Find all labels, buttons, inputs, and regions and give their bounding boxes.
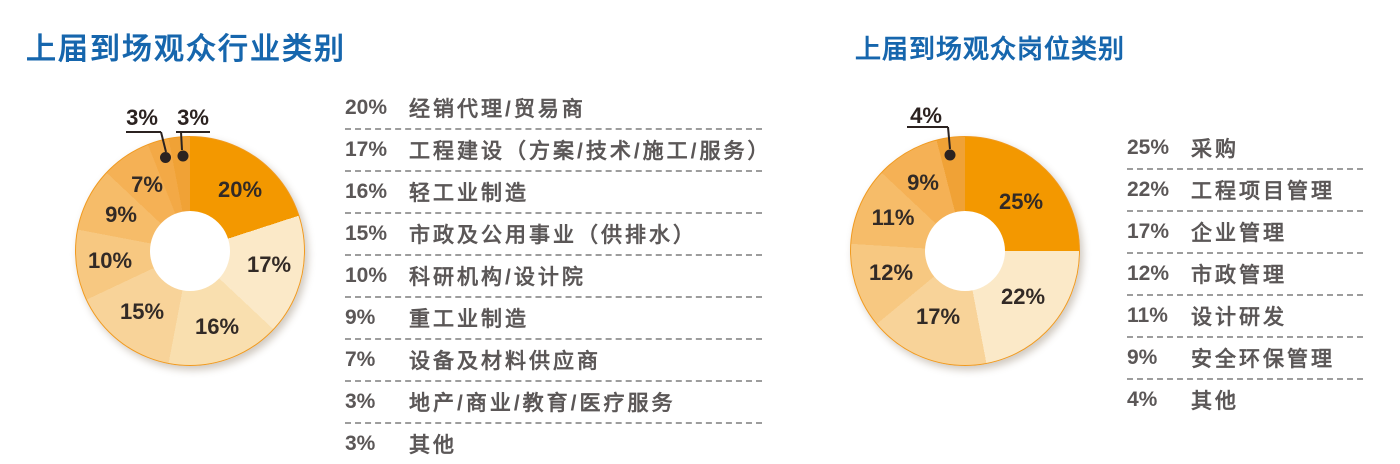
legend-label: 采购 xyxy=(1191,138,1239,161)
legend-row: 12% 市政管理 xyxy=(1127,254,1363,296)
legend-row: 17% 工程建设（方案/技术/施工/服务） xyxy=(345,130,769,172)
callout-label: 3% xyxy=(177,105,209,130)
industry-legend: 20% 经销代理/贸易商 17% 工程建设（方案/技术/施工/服务） 16% 轻工业制造 1… xyxy=(345,88,769,464)
legend-percent: 4% xyxy=(1127,388,1158,411)
legend-row: 10% 科研机构/设计院 xyxy=(345,256,762,298)
industry-donut-chart xyxy=(75,136,305,366)
callout-label: 3% xyxy=(126,105,158,130)
legend-percent: 17% xyxy=(1127,220,1170,243)
legend-row: 7% 设备及材料供应商 xyxy=(345,340,762,382)
legend-percent: 11% xyxy=(1127,304,1168,327)
legend-row: 3% 其他 xyxy=(345,424,762,464)
legend-row: 4% 其他 xyxy=(1127,380,1363,420)
legend-label: 市政管理 xyxy=(1191,264,1287,287)
legend-row: 22% 工程项目管理 xyxy=(1127,170,1363,212)
position-chart-title: 上届到场观众岗位类别 xyxy=(855,34,1126,64)
legend-percent: 9% xyxy=(1127,346,1158,369)
legend-label: 工程建设（方案/技术/施工/服务） xyxy=(409,140,772,163)
legend-row: 17% 企业管理 xyxy=(1127,212,1363,254)
legend-label: 科研机构/设计院 xyxy=(409,266,586,289)
legend-row: 9% 安全环保管理 xyxy=(1127,338,1363,380)
callout-label: 4% xyxy=(910,103,942,128)
legend-label: 工程项目管理 xyxy=(1191,180,1335,203)
legend-percent: 15% xyxy=(345,222,388,245)
position-legend: 25% 采购 22% 工程项目管理 17% 企业管理 12% 市政管理 11% 设计研发 9% 安全环… xyxy=(1127,128,1363,420)
legend-row: 16% 轻工业制造 xyxy=(345,172,762,214)
legend-label: 其他 xyxy=(409,434,457,457)
legend-label: 重工业制造 xyxy=(409,308,529,331)
legend-row: 25% 采购 xyxy=(1127,128,1363,170)
legend-row: 9% 重工业制造 xyxy=(345,298,762,340)
legend-label: 其他 xyxy=(1191,390,1239,413)
legend-row: 3% 地产/商业/教育/医疗服务 xyxy=(345,382,762,424)
legend-percent: 20% xyxy=(345,96,388,119)
legend-row: 20% 经销代理/贸易商 xyxy=(345,88,762,130)
legend-label: 设计研发 xyxy=(1191,306,1287,329)
legend-percent: 10% xyxy=(345,264,388,287)
legend-label: 企业管理 xyxy=(1191,222,1287,245)
legend-percent: 25% xyxy=(1127,136,1170,159)
legend-percent: 16% xyxy=(345,180,388,203)
legend-row: 15% 市政及公用事业（供排水） xyxy=(345,214,762,256)
legend-label: 设备及材料供应商 xyxy=(409,350,601,373)
legend-label: 轻工业制造 xyxy=(409,182,529,205)
legend-percent: 12% xyxy=(1127,262,1170,285)
legend-percent: 22% xyxy=(1127,178,1170,201)
legend-label: 经销代理/贸易商 xyxy=(409,98,586,121)
legend-percent: 9% xyxy=(345,306,376,329)
legend-label: 市政及公用事业（供排水） xyxy=(409,224,697,247)
legend-label: 安全环保管理 xyxy=(1191,348,1335,371)
legend-label: 地产/商业/教育/医疗服务 xyxy=(409,392,676,415)
legend-percent: 3% xyxy=(345,432,376,455)
industry-chart-title: 上届到场观众行业类别 xyxy=(26,33,346,66)
legend-row: 11% 设计研发 xyxy=(1127,296,1363,338)
legend-percent: 17% xyxy=(345,138,388,161)
legend-percent: 3% xyxy=(345,390,376,413)
position-donut-chart xyxy=(850,136,1080,366)
legend-percent: 7% xyxy=(345,348,376,371)
